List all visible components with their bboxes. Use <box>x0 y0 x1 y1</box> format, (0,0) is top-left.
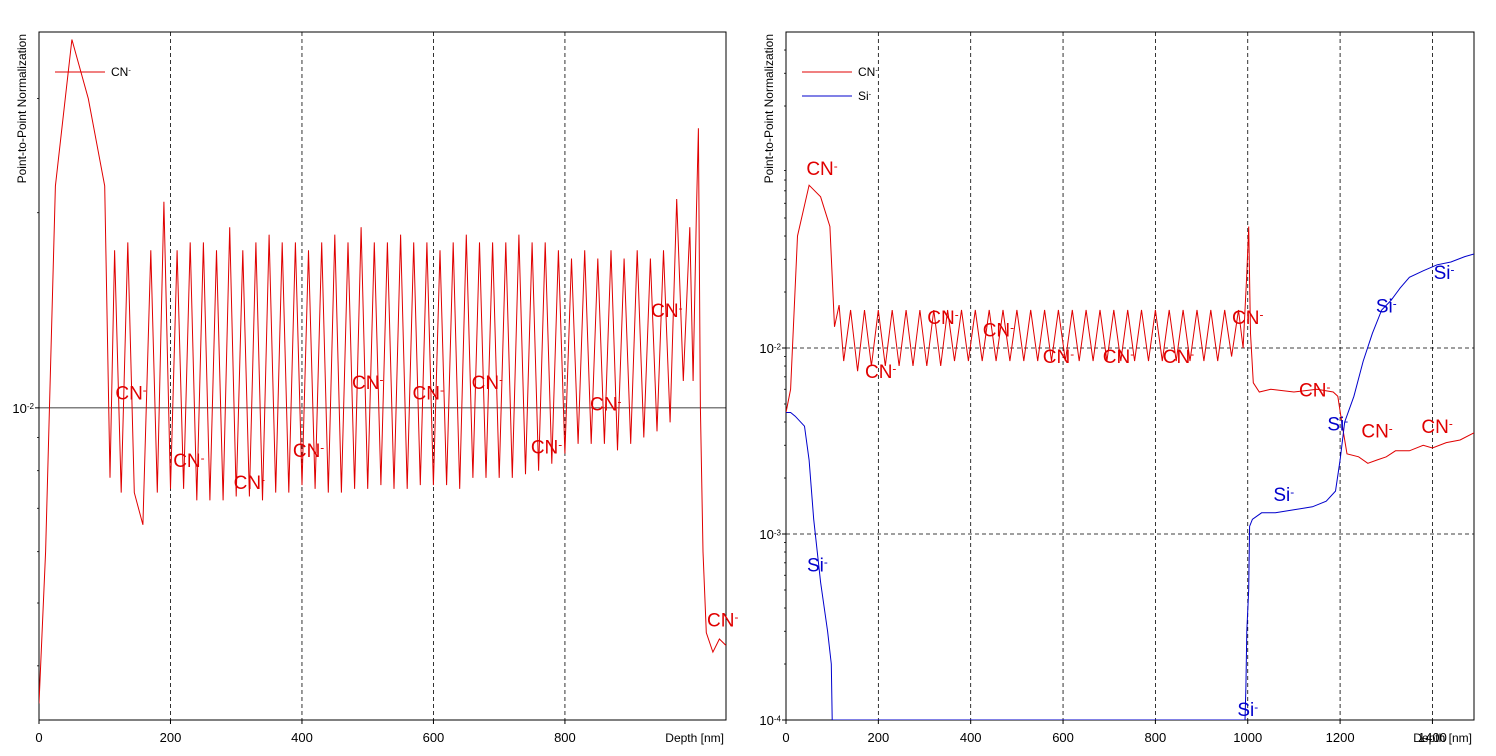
x-tick-label: 600 <box>423 730 445 745</box>
series-annotation: CN- <box>115 384 146 405</box>
series-annotation: CN- <box>590 395 621 416</box>
series-line-cn <box>39 39 726 704</box>
series-annotation: Si- <box>1327 415 1348 436</box>
x-tick-label: 0 <box>782 730 789 745</box>
legend-label: CN- <box>111 65 131 79</box>
series-annotation: Si- <box>1273 485 1294 506</box>
chart-panel-2: 0 200 400 600 800 1000 1200 1400 10-4 10-3 10-2 Dep… <box>759 31 1475 745</box>
legend-label: Si- <box>858 89 872 103</box>
series-annotation: Si- <box>1376 297 1397 318</box>
y-axis-title: Point-to-Point Normalization <box>15 34 29 183</box>
series-annotation: CN- <box>927 308 958 329</box>
x-tick-label: 1400 <box>1418 730 1447 745</box>
x-tick-label: 1200 <box>1326 730 1355 745</box>
series-annotation: CN- <box>173 451 204 472</box>
chart-panel-1: 0 200 400 600 800 10-2 Depth [nm] Point-to-Poin… <box>12 31 738 745</box>
series-annotation: CN- <box>1421 417 1452 438</box>
series-annotation: CN- <box>293 441 324 462</box>
x-axis-title: Depth [nm] <box>1413 731 1472 745</box>
series-annotation: CN- <box>1043 347 1074 368</box>
plot-frame <box>38 31 727 721</box>
series-annotation: CN- <box>806 159 837 180</box>
series-annotation: CN- <box>707 610 738 631</box>
series-annotation: CN- <box>1361 422 1392 443</box>
x-tick-label: 400 <box>291 730 313 745</box>
series-annotation: CN- <box>983 321 1014 342</box>
y-tick-label: 10-3 <box>759 527 781 542</box>
series-annotation: Si- <box>807 555 828 576</box>
series-annotation: CN- <box>234 473 265 494</box>
legend-label: CN- <box>858 65 878 79</box>
y-tick-label: 10-4 <box>759 713 781 728</box>
series-annotation: CN- <box>352 373 383 394</box>
y-tick-label: 10-2 <box>12 401 34 416</box>
series-annotation: CN- <box>1163 347 1194 368</box>
series-annotation: Si- <box>1237 700 1258 721</box>
y-axis-title: Point-to-Point Normalization <box>762 34 776 183</box>
series-annotation: CN- <box>651 301 682 322</box>
y-tick-label: 10-2 <box>759 341 781 356</box>
series-line-cn <box>786 184 1474 464</box>
x-tick-label: 200 <box>867 730 889 745</box>
series-annotation: CN- <box>1103 347 1134 368</box>
series-line-si <box>786 253 1474 720</box>
series-annotation: CN- <box>1232 308 1263 329</box>
series-annotation: CN- <box>865 362 896 383</box>
series-annotation: Si- <box>1434 263 1455 284</box>
x-tick-label: 200 <box>160 730 182 745</box>
series-annotation: CN- <box>413 384 444 405</box>
x-tick-label: 800 <box>1145 730 1167 745</box>
series-annotation: CN- <box>531 438 562 459</box>
x-tick-label: 0 <box>35 730 42 745</box>
x-tick-label: 400 <box>960 730 982 745</box>
x-tick-label: 1000 <box>1233 730 1262 745</box>
x-tick-label: 800 <box>554 730 576 745</box>
x-axis-title: Depth [nm] <box>665 731 724 745</box>
series-annotation: CN- <box>1299 380 1330 401</box>
series-annotation: CN- <box>472 373 503 394</box>
x-tick-label: 600 <box>1052 730 1074 745</box>
